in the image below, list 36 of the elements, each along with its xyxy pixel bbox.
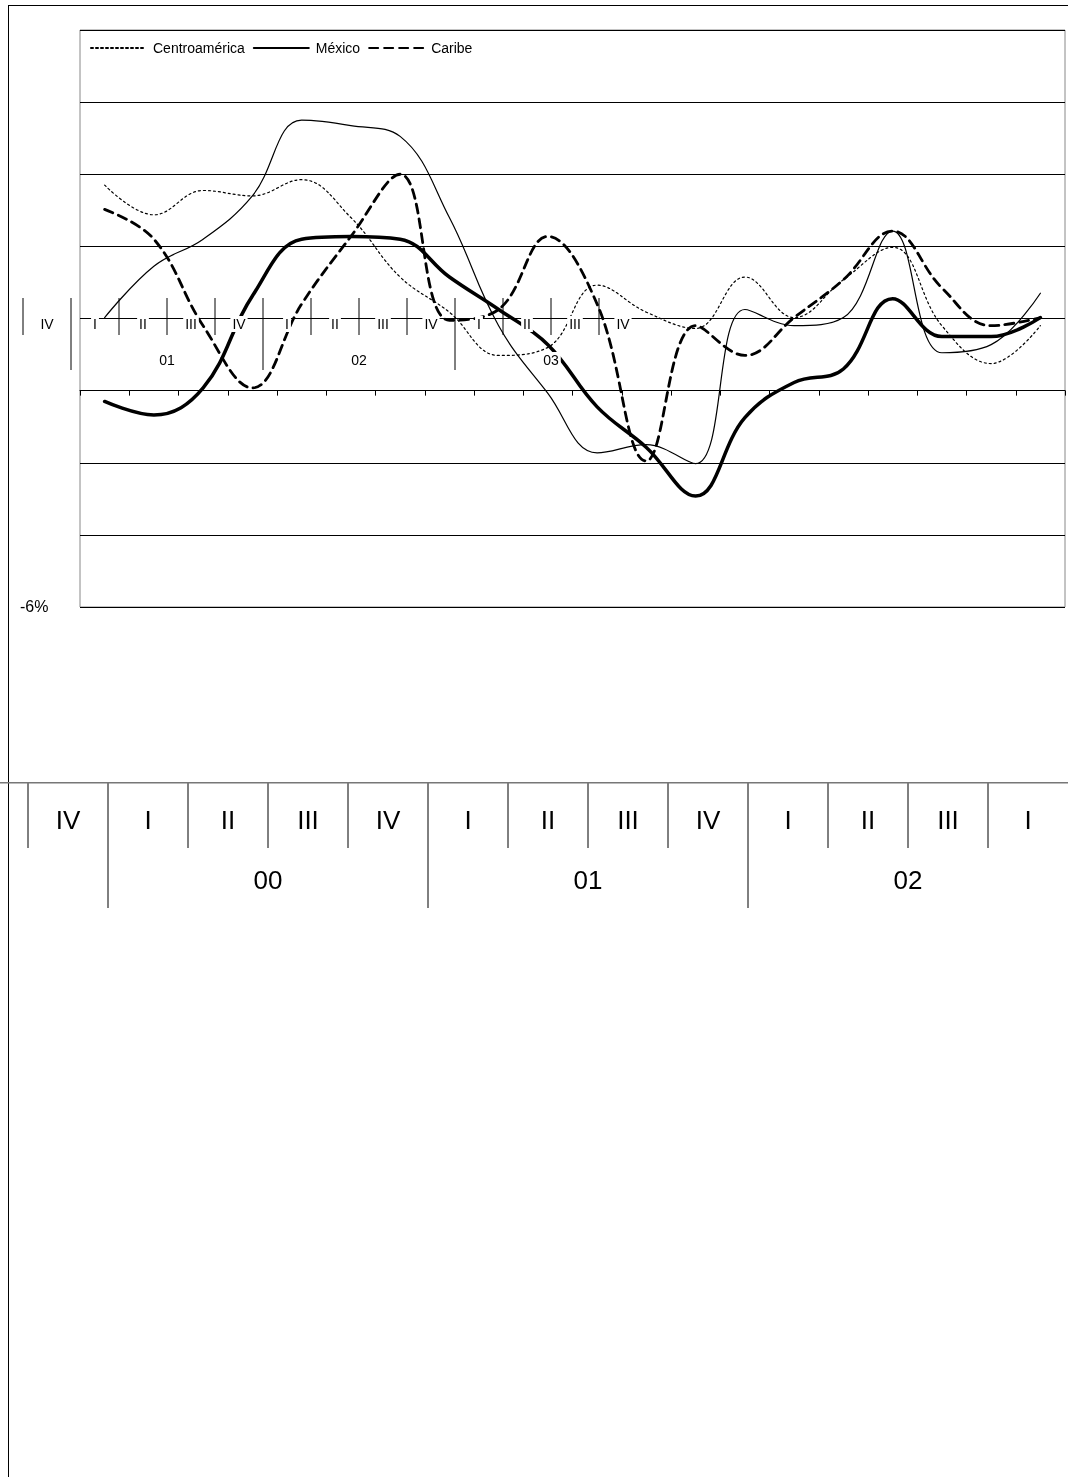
category-label: II (139, 316, 147, 332)
legend-label: Centroamérica (153, 40, 246, 56)
category-label: III (297, 805, 319, 835)
annotation: 01 (159, 352, 175, 368)
category-label: I (784, 805, 792, 835)
category-label: III (937, 805, 959, 835)
category-label: IV (424, 316, 439, 332)
category-label: I (464, 805, 472, 835)
text: 01 (573, 865, 603, 895)
category-label: II (860, 805, 876, 835)
category-label: II (220, 805, 236, 835)
legend-label: Caribe (431, 40, 473, 56)
category-label: IV (375, 805, 401, 835)
legend-label: México (315, 40, 361, 56)
text: -6% (20, 597, 49, 615)
category-label: IV (40, 316, 55, 332)
annotation: 03 (543, 352, 559, 368)
category-label: I (1024, 805, 1032, 835)
category-label: III (569, 316, 581, 332)
annotation: 02 (351, 352, 367, 368)
category-label: III (185, 316, 197, 332)
category-label: I (477, 316, 481, 332)
category-label: III (617, 805, 639, 835)
category-label: II (523, 316, 531, 332)
category-label: I (285, 316, 289, 332)
text: 02 (893, 865, 923, 895)
category-label: II (540, 805, 556, 835)
category-label: I (93, 316, 97, 332)
category-label: II (331, 316, 339, 332)
text: 00 (253, 865, 283, 895)
category-label: III (377, 316, 389, 332)
category-label: IV (55, 805, 81, 835)
category-label: IV (695, 805, 721, 835)
category-label: IV (232, 316, 247, 332)
category-label: IV (616, 316, 631, 332)
category-label: I (144, 805, 152, 835)
